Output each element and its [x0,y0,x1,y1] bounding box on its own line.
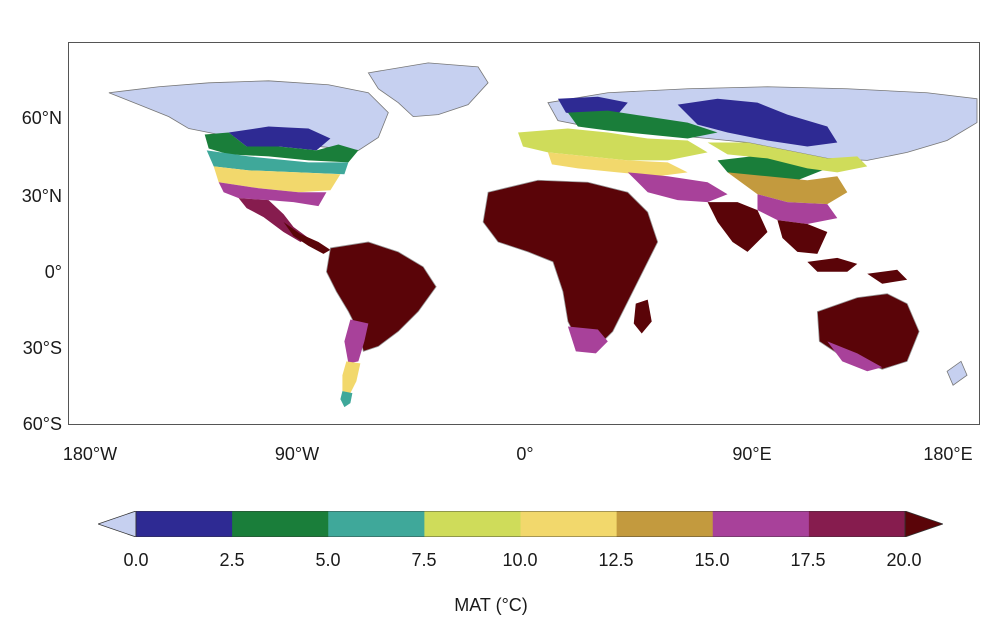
colorbar-tick: 17.5 [790,550,826,570]
colorbar-bin [328,511,425,537]
colorbar-tick: 7.5 [411,550,437,570]
mediterranean-yellow [547,152,688,177]
colorbar-high-extend [904,511,943,537]
colorbar-tick: 15.0 [694,550,730,570]
lon-label-180w: 180°W [62,444,118,464]
new-guinea [867,269,908,284]
greenland [367,62,489,118]
canada-dark [228,126,331,151]
europe-yellowgreen [518,128,708,161]
se-asia [777,220,828,254]
lat-label-30s: 30°S [22,338,62,358]
madagascar [633,299,652,334]
middle-east-magenta [627,172,728,203]
patagonia-tip [340,391,353,408]
usa-yellow [213,166,341,193]
colorbar-bin [808,511,906,537]
usa-south-magenta [218,182,327,207]
china-tan [727,172,848,205]
lon-label-180e: 180°E [923,444,973,464]
usa-teal [206,150,349,175]
colorbar-tick: 12.5 [598,550,634,570]
patagonia-yellow [342,361,361,394]
colorbar-tick: 10.0 [502,550,538,570]
europe-green [567,110,718,139]
south-america-south-magenta [344,319,369,364]
colorbar-title: MAT (°C) [454,595,528,615]
colorbar-bin [136,511,233,537]
colorbar-bin [424,511,521,537]
colorbar-bin [520,511,618,537]
siberia-dark [677,98,838,147]
colorbar-bin [712,511,810,537]
colorbar [98,511,943,537]
lat-label-60n: 60°N [21,108,62,128]
australia-south-magenta [827,341,883,372]
africa [482,179,659,347]
asia-yellowgreen [707,142,868,173]
colorbar-tick: 0.0 [123,550,149,570]
colorbar-bin [232,511,329,537]
canada-green [204,132,359,163]
lat-label-60s: 60°S [22,414,62,434]
south-america [326,241,437,352]
lon-label-0: 0° [516,444,534,464]
world-temperature-map [108,62,978,408]
map-panel [68,42,980,425]
colorbar-low-extend [98,511,137,537]
south-africa-magenta [567,326,608,354]
lat-label-0: 0° [44,262,62,282]
india [707,202,768,252]
colorbar-outline [135,511,906,537]
new-zealand [946,360,968,386]
lat-label-30n: 30°N [21,186,62,206]
lon-label-90w: 90°W [274,444,320,464]
colorbar-bin [616,511,714,537]
colorbar-tick: 20.0 [886,550,922,570]
australia [816,293,920,370]
colorbar-tick: 5.0 [315,550,341,570]
indonesia [807,257,858,272]
colorbar-tick: 2.5 [219,550,245,570]
south-china-magenta [757,194,838,225]
central-america [283,222,331,254]
lon-label-90e: 90°E [732,444,772,464]
north-america-arctic [108,80,389,151]
